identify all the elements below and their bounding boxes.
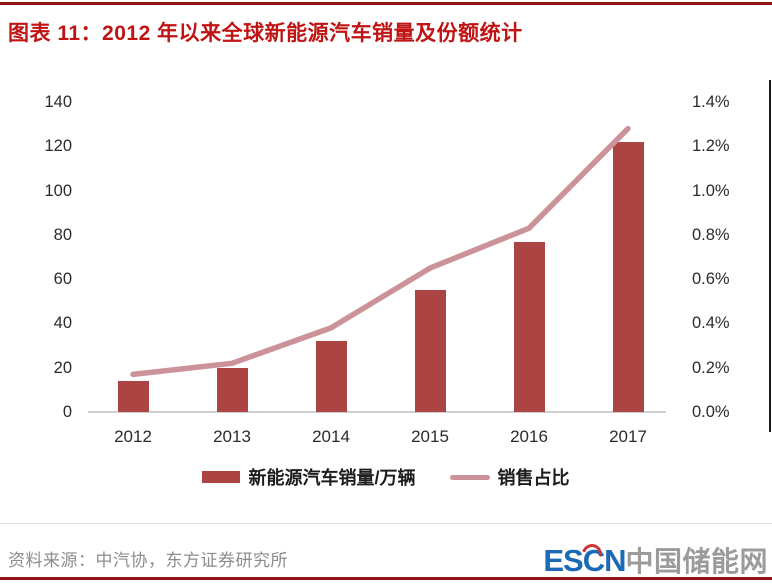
x-axis-label-2016: 2016 — [510, 427, 548, 446]
sales-share-line — [130, 125, 631, 378]
bottom-divider-rule — [0, 577, 772, 580]
right-axis-tick-label: 0.8% — [692, 225, 730, 244]
left-axis-tick-label: 60 — [53, 270, 72, 289]
x-axis-label-2014: 2014 — [312, 427, 350, 446]
right-axis-tick-label: 0.2% — [692, 358, 730, 377]
bar-2014 — [315, 341, 347, 412]
left-axis-tick-label: 40 — [53, 314, 72, 333]
left-axis-tick-label: 120 — [44, 137, 72, 156]
bar-2015 — [414, 290, 446, 412]
top-divider-rule — [0, 2, 772, 5]
bar-2012 — [117, 381, 149, 412]
bar-2013 — [216, 367, 248, 412]
left-axis-tick-label: 80 — [53, 225, 72, 244]
bar-2017 — [612, 141, 644, 412]
right-axis-tick-label: 0.6% — [692, 270, 730, 289]
right-axis-tick-label: 0.4% — [692, 314, 730, 333]
bar-2016 — [513, 241, 545, 412]
left-axis-tick-label: 140 — [44, 93, 72, 111]
chart-right-border — [769, 80, 771, 432]
escn-logo-chinese-text: 中国储能网 — [625, 546, 768, 577]
right-axis-tick-label: 0.0% — [692, 403, 730, 421]
escn-logo: ESCN 中国储能网 — [543, 540, 768, 580]
right-axis-tick-label: 1.0% — [692, 181, 730, 200]
left-axis-tick-label: 100 — [44, 181, 72, 200]
legend-item-bar: 新能源汽车销量/万辆 — [202, 464, 416, 490]
right-axis-tick-label: 1.2% — [692, 137, 730, 156]
x-axis-label-2013: 2013 — [213, 427, 251, 446]
footer-divider — [0, 523, 772, 524]
left-axis-tick-label: 20 — [53, 358, 72, 377]
bar-legend-label: 新能源汽车销量/万辆 — [248, 468, 416, 488]
x-axis-label-2012: 2012 — [114, 427, 152, 446]
left-axis-tick-label: 0 — [62, 403, 72, 421]
bar-legend-swatch-icon — [202, 471, 241, 483]
escn-letters: ESCN — [543, 543, 626, 578]
x-axis-label-2017: 2017 — [609, 427, 647, 446]
data-source-note: 资料来源：中汽协，东方证券研究所 — [8, 551, 288, 570]
line-legend-swatch-icon — [449, 474, 490, 480]
line-legend-label: 销售占比 — [497, 468, 570, 488]
right-axis-tick-label: 1.4% — [692, 93, 730, 111]
chart-legend: 新能源汽车销量/万辆 销售占比 — [0, 464, 772, 490]
x-axis-label-2015: 2015 — [411, 427, 449, 446]
escn-logo-text: ESCN — [543, 540, 626, 579]
chart-title: 图表 11：2012 年以来全球新能源汽车销量及份额统计 — [8, 22, 523, 45]
x-axis-line — [88, 411, 666, 413]
legend-item-line: 销售占比 — [449, 464, 570, 490]
